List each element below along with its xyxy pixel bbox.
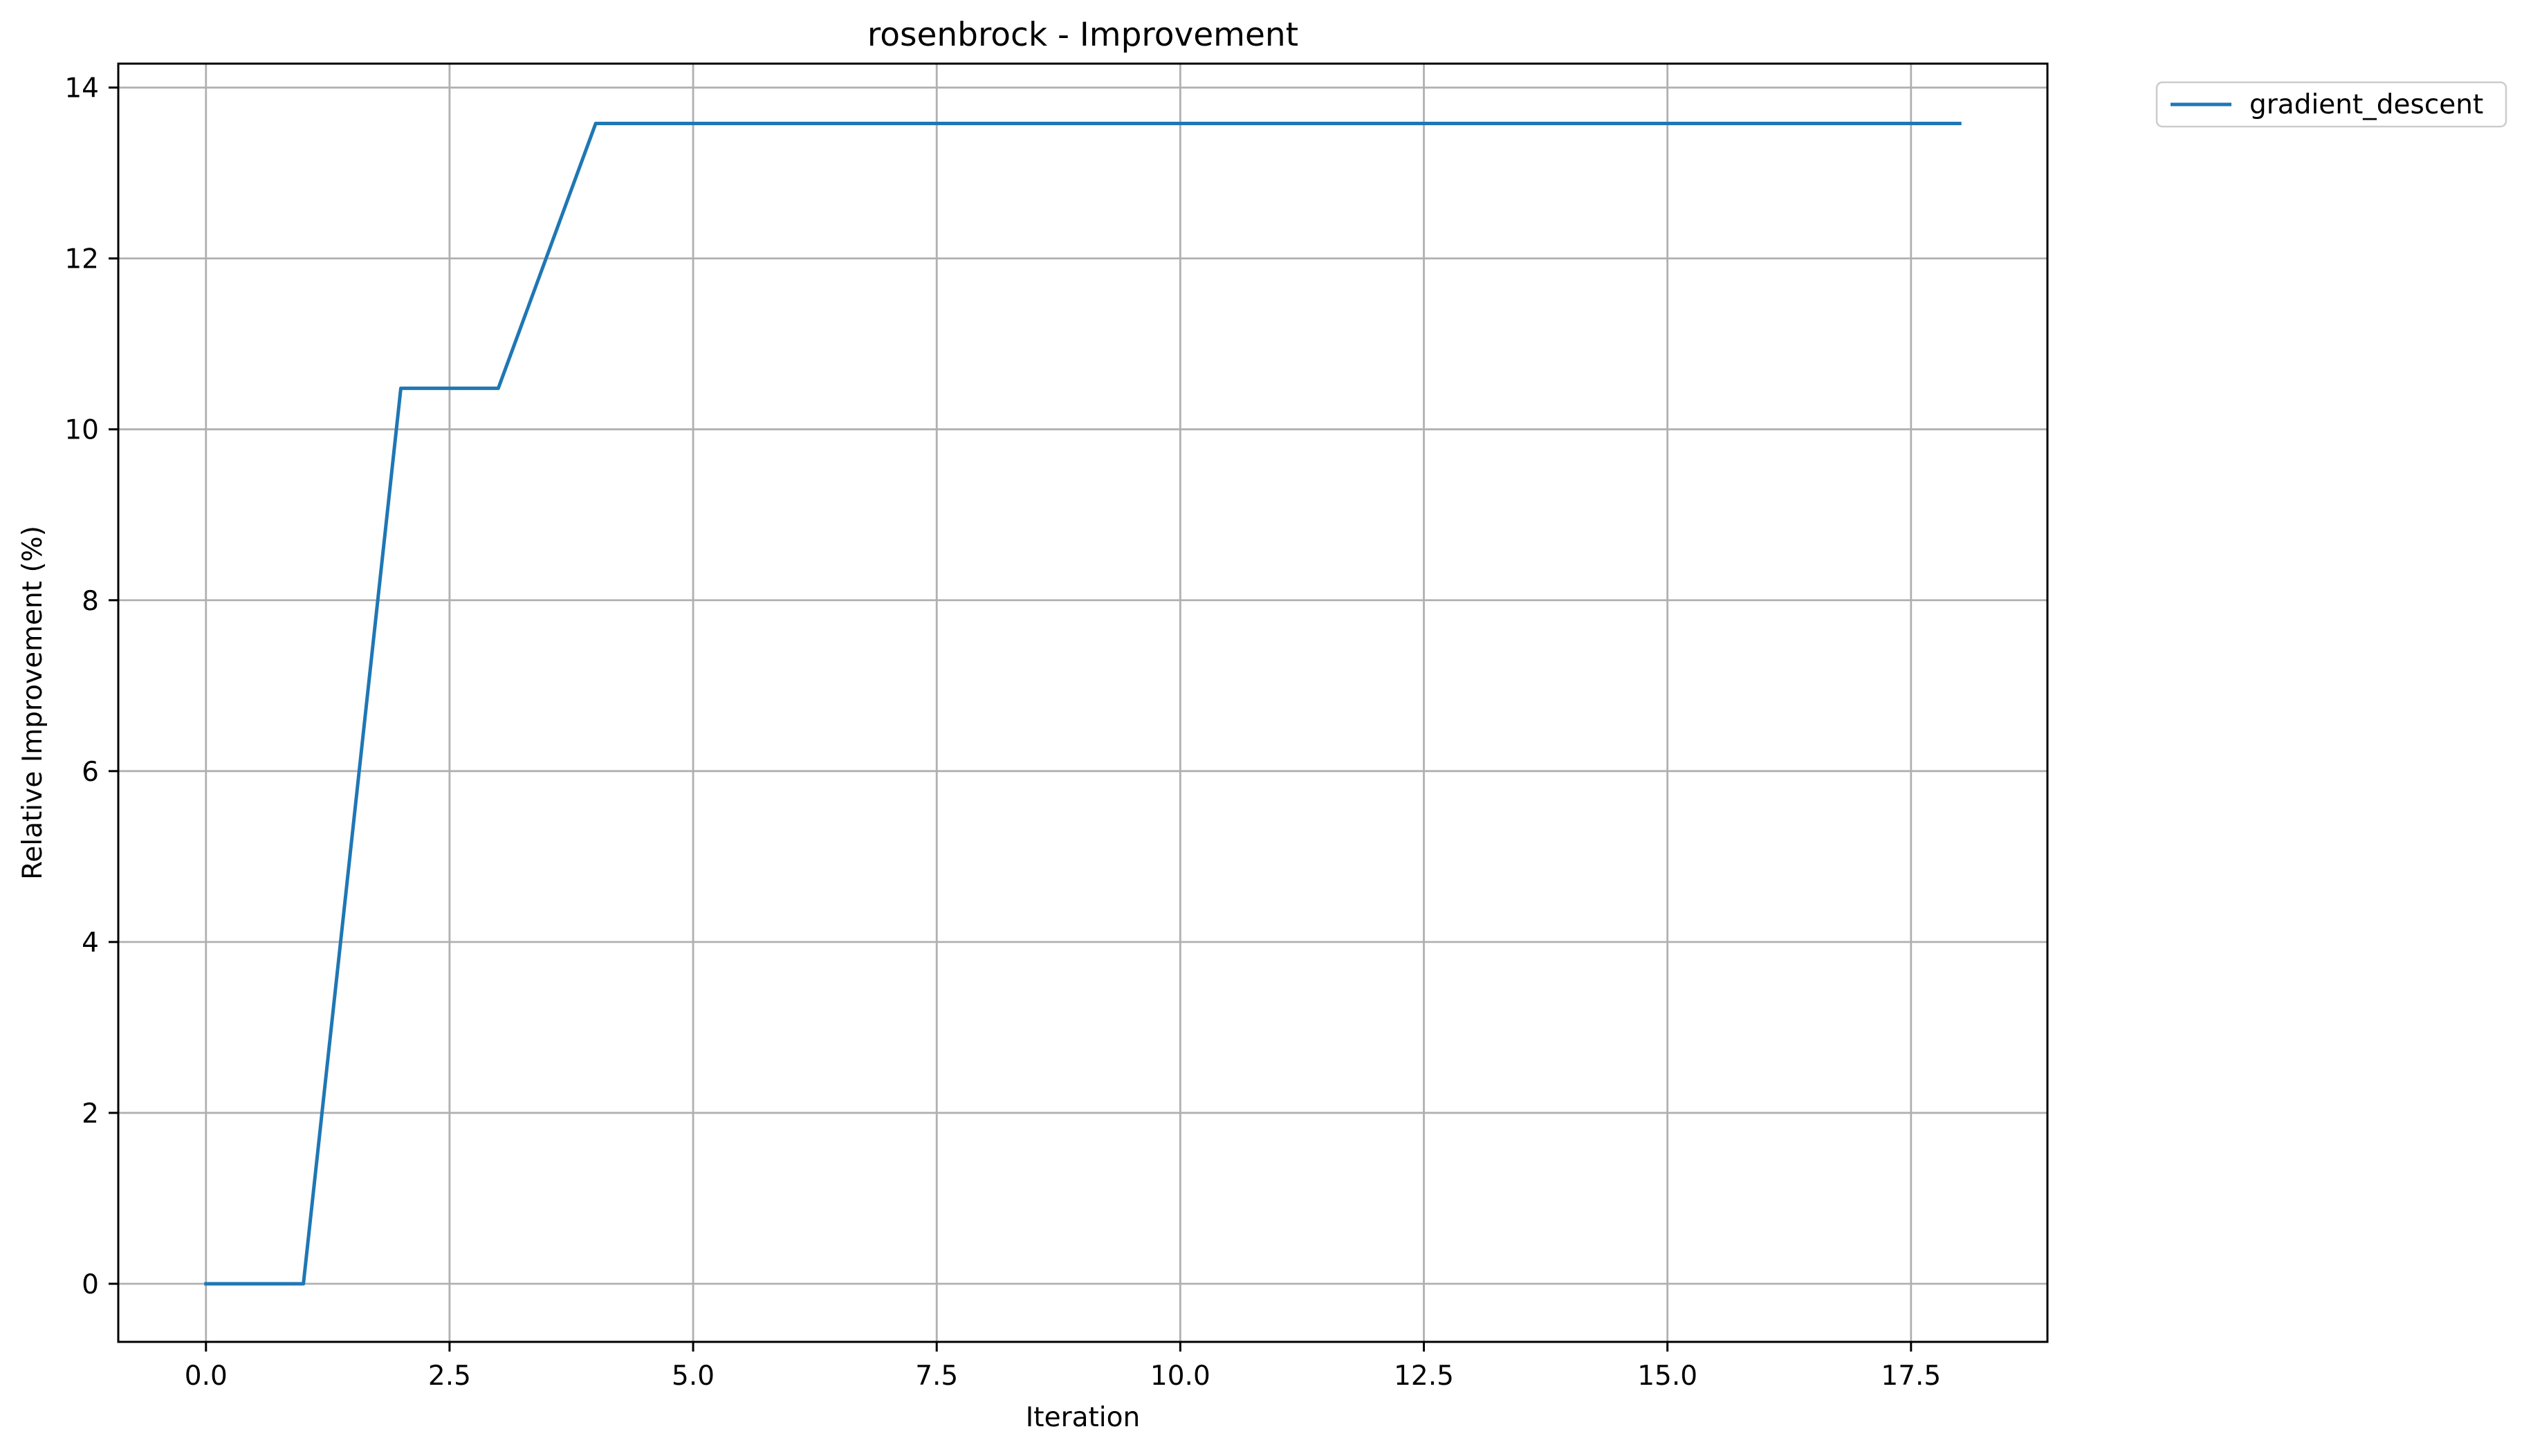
series-layer <box>204 121 1962 1286</box>
y-axis-ticks: 0 2 4 6 8 10 12 14 <box>64 73 118 1300</box>
plot-frame <box>117 62 2049 1343</box>
legend: gradient_descent <box>2155 81 2507 128</box>
x-tick-label: 7.5 <box>915 1361 958 1392</box>
x-axis-ticks: 0.0 2.5 5.0 7.5 10.0 12.5 15.0 17.5 <box>185 1342 1941 1392</box>
legend-box <box>2155 81 2507 128</box>
y-axis-label: Relative Improvement (%) <box>17 526 48 880</box>
x-tick-label: 15.0 <box>1637 1361 1697 1392</box>
y-tick-label: 4 <box>82 928 99 959</box>
y-tick-label: 8 <box>82 586 99 617</box>
y-tick-label: 2 <box>82 1098 99 1130</box>
x-tick-label: 12.5 <box>1394 1361 1454 1392</box>
y-tick-label: 12 <box>64 244 99 275</box>
x-tick-label: 2.5 <box>428 1361 471 1392</box>
x-tick-label: 10.0 <box>1150 1361 1210 1392</box>
y-tick-label: 10 <box>64 415 99 446</box>
y-tick-label: 6 <box>82 757 99 788</box>
y-tick-label: 0 <box>82 1269 99 1300</box>
y-tick-label: 14 <box>64 73 99 104</box>
x-tick-label: 5.0 <box>672 1361 715 1392</box>
grid <box>118 64 2047 1342</box>
x-axis-label: Iteration <box>1026 1402 1140 1433</box>
legend-label-gradient-descent: gradient_descent <box>2249 89 2483 120</box>
chart-title: rosenbrock - Improvement <box>867 16 1298 54</box>
x-tick-label: 17.5 <box>1881 1361 1941 1392</box>
x-tick-label: 0.0 <box>185 1361 228 1392</box>
series-line-gradient-descent <box>204 121 1962 1286</box>
